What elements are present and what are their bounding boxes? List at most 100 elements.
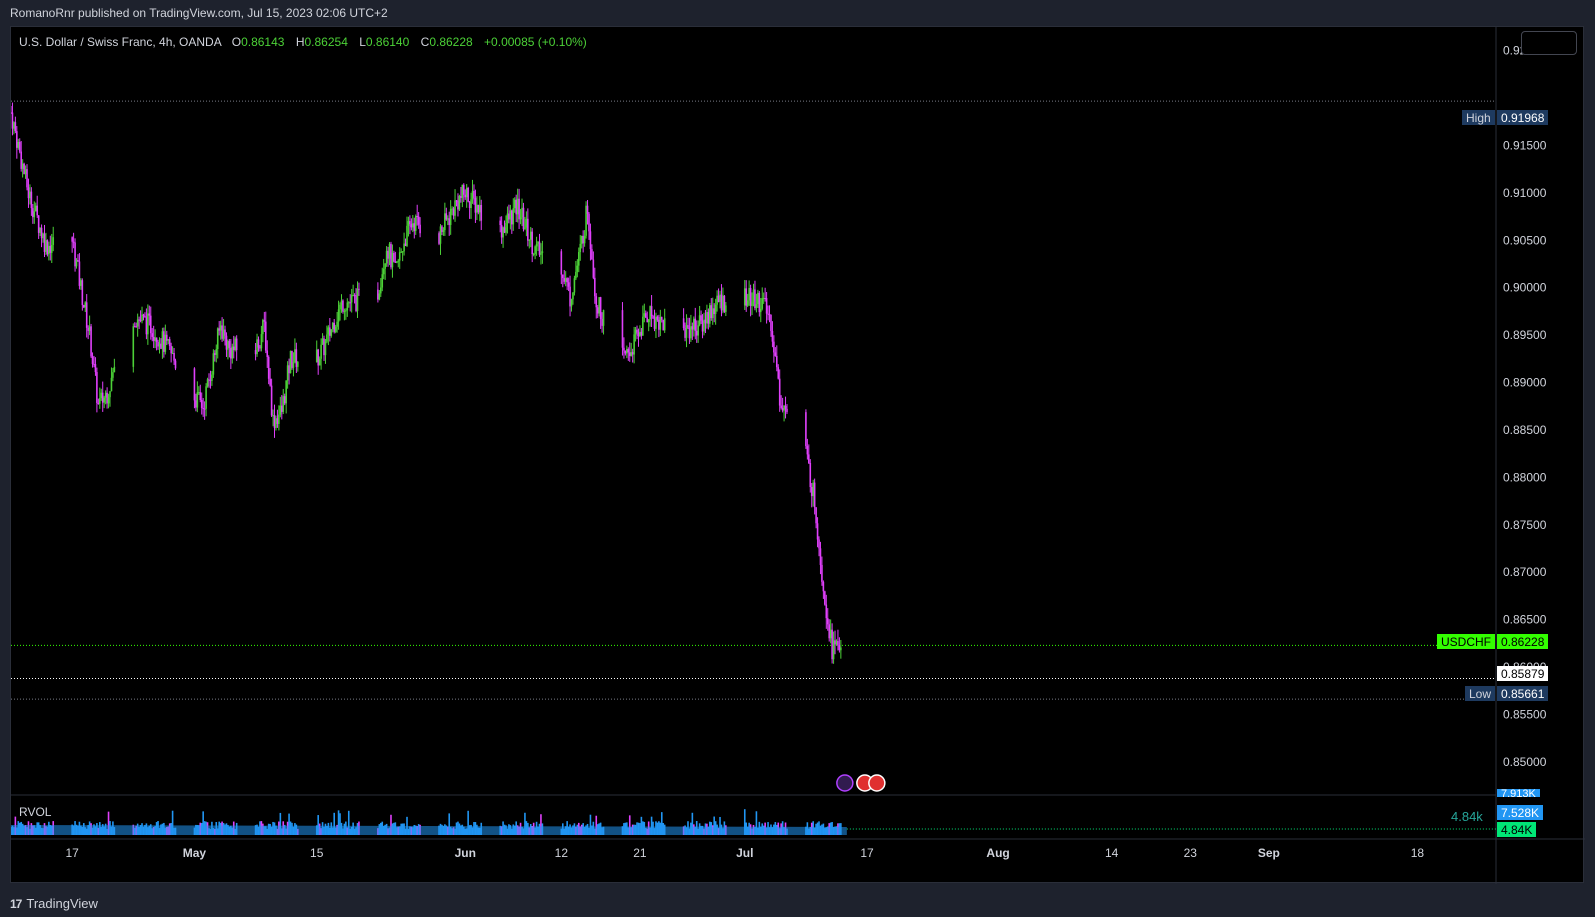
- rvol-scale-mid: 7.528K: [1497, 805, 1544, 820]
- candle-body: [342, 300, 344, 312]
- candle-body: [470, 199, 472, 209]
- x-tick-label: 17: [65, 846, 79, 860]
- candle-body: [417, 216, 420, 225]
- candle-body: [511, 210, 513, 225]
- candle-body: [693, 318, 695, 330]
- candle-body: [771, 330, 774, 342]
- candle-body: [149, 315, 152, 334]
- low-value: 0.86140: [365, 35, 410, 49]
- high-marker-value: 0.91968: [1497, 110, 1549, 125]
- candle-body: [103, 397, 105, 403]
- candle-body: [566, 278, 568, 283]
- candle-body: [455, 200, 458, 202]
- candle-body: [560, 251, 563, 275]
- candle-body: [42, 233, 44, 239]
- close-value: 0.86228: [429, 35, 473, 49]
- price-chart[interactable]: 0.925000.915000.910000.905000.900000.895…: [11, 27, 1585, 884]
- candle-body: [561, 274, 564, 279]
- candle-body: [829, 629, 832, 639]
- x-tick-label: 14: [1105, 846, 1119, 860]
- volume-bar: [317, 815, 319, 835]
- candle-body: [774, 352, 777, 356]
- candle-body: [20, 151, 22, 169]
- candle-body: [637, 332, 640, 336]
- candle-body: [349, 302, 352, 304]
- low-label: L: [359, 35, 366, 49]
- publish-info: RomanoRnr published on TradingView.com, …: [10, 6, 388, 20]
- candle-body: [500, 225, 503, 238]
- candle-body: [786, 408, 788, 413]
- candle-body: [687, 325, 689, 328]
- candle-body: [754, 289, 756, 309]
- candle-body: [826, 618, 829, 625]
- candle-body: [631, 352, 634, 355]
- candle-body: [535, 243, 538, 247]
- candle-body: [567, 282, 570, 287]
- candle-body: [773, 341, 775, 353]
- candle-body: [831, 629, 833, 660]
- candle-body: [524, 227, 526, 229]
- candle-body: [592, 259, 595, 278]
- candle-body: [400, 251, 402, 253]
- candle-body: [317, 349, 319, 366]
- candle-body: [168, 339, 171, 347]
- candle-body: [90, 326, 92, 357]
- candle-body: [394, 261, 397, 263]
- candle-body: [11, 112, 14, 129]
- footer-brand[interactable]: 17 TradingView: [10, 896, 98, 911]
- candle-body: [765, 298, 768, 314]
- candle-body: [286, 365, 289, 381]
- candle-body: [235, 338, 238, 351]
- x-tick-label: May: [183, 846, 207, 860]
- candle-body: [583, 235, 586, 244]
- candle-body: [378, 293, 381, 300]
- candle-body: [355, 295, 357, 311]
- volume-bar: [540, 814, 542, 835]
- volume-bar: [347, 810, 350, 835]
- candle-body: [706, 312, 708, 324]
- symbol-title[interactable]: U.S. Dollar / Swiss Franc, 4h, OANDA: [19, 35, 222, 49]
- candle-body: [350, 295, 353, 303]
- candle-body: [441, 226, 443, 232]
- volume-bar: [333, 812, 336, 835]
- volume-bar: [755, 811, 758, 835]
- candle-body: [627, 348, 630, 353]
- candle-body: [16, 131, 18, 148]
- volume-bar: [202, 811, 204, 835]
- candle-body: [205, 386, 207, 409]
- candle-body: [519, 217, 522, 220]
- candle-body: [174, 360, 177, 369]
- candle-body: [761, 298, 764, 309]
- chart-frame: 0.925000.915000.910000.905000.900000.895…: [10, 26, 1585, 884]
- y-tick-label: 0.90500: [1503, 233, 1547, 247]
- candle-body: [468, 201, 471, 209]
- x-tick-label: 12: [555, 846, 569, 860]
- candle-body: [397, 260, 400, 262]
- candle-body: [595, 296, 598, 308]
- candle-body: [652, 316, 654, 319]
- candle-body: [136, 319, 139, 327]
- volume-bar: [337, 810, 340, 835]
- candle-body: [416, 216, 418, 218]
- candle-body: [228, 341, 231, 348]
- candle-body: [387, 250, 389, 259]
- candle-body: [264, 321, 267, 351]
- candle-body: [230, 347, 232, 359]
- candle-body: [582, 235, 584, 244]
- candle-body: [464, 194, 467, 198]
- settings-box-button[interactable]: [1521, 31, 1577, 55]
- candle-body: [624, 350, 627, 354]
- candle-body: [254, 350, 257, 355]
- candle-body: [144, 315, 146, 318]
- candle-body: [410, 224, 413, 228]
- candle-body: [461, 184, 464, 198]
- candle-body: [698, 315, 701, 326]
- current-price-value: 0.86228: [1497, 634, 1549, 649]
- volume-bar: [691, 812, 694, 835]
- candle-body: [419, 224, 421, 234]
- candle-body: [30, 191, 33, 209]
- candle-body: [748, 287, 750, 301]
- candle-body: [534, 246, 536, 254]
- candle-body: [333, 322, 336, 332]
- candle-body: [142, 314, 145, 316]
